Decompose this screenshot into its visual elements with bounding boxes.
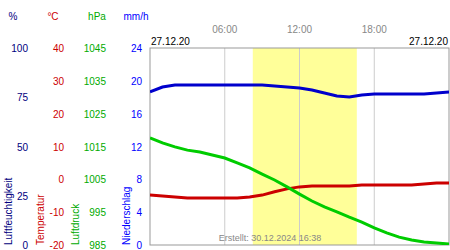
y-tick-label: 16 <box>131 109 143 120</box>
axis-label: Niederschlag <box>121 187 132 245</box>
grid-line <box>299 48 300 245</box>
y-tick-label: 1045 <box>84 43 107 54</box>
y-tick <box>107 113 109 114</box>
unit-label: hPa <box>88 11 106 22</box>
y-tick-label: 1035 <box>84 76 107 87</box>
y-tick-label: 8 <box>136 174 142 185</box>
y-tick <box>107 212 109 213</box>
daylight <box>253 48 357 245</box>
plot-frame <box>150 48 449 245</box>
series-group <box>150 85 449 244</box>
y-tick <box>143 80 145 81</box>
y-tick <box>107 80 109 81</box>
y-tick <box>65 48 67 49</box>
axis-label: Luftfeuchtigkeit <box>3 178 14 245</box>
y-tick-label: 0 <box>136 240 142 250</box>
y-tick-label: -10 <box>50 207 65 218</box>
y-tick <box>29 245 31 246</box>
y-tick <box>143 212 145 213</box>
line <box>150 138 449 244</box>
y-tick-label: 0 <box>58 174 64 185</box>
y-tick-label: -20 <box>50 240 65 250</box>
annotation: 27.12.20 <box>409 36 448 47</box>
grid-line <box>224 48 225 245</box>
y-tick <box>65 80 67 81</box>
y-tick-label: 12 <box>131 142 143 153</box>
y-tick <box>29 97 31 98</box>
y-tick-label: 50 <box>17 142 29 153</box>
y-tick-label: 985 <box>89 240 106 250</box>
line <box>150 85 449 97</box>
x-tick-label: 12:00 <box>287 24 312 35</box>
unit-label: mm/h <box>124 11 149 22</box>
annotation: 27.12.20 <box>151 36 190 47</box>
y-tick-label: 75 <box>17 92 29 103</box>
grid-line <box>374 48 375 245</box>
y-tick-label: 20 <box>53 109 65 120</box>
y-tick-label: 30 <box>53 76 65 87</box>
y-tick <box>107 245 109 246</box>
unit-label: °C <box>47 11 58 22</box>
y-tick <box>143 245 145 246</box>
y-tick <box>65 212 67 213</box>
y-tick-label: 0 <box>22 240 28 250</box>
y-tick-label: 40 <box>53 43 65 54</box>
y-tick <box>143 113 145 114</box>
y-tick <box>65 245 67 246</box>
y-tick <box>143 179 145 180</box>
y-tick <box>143 146 145 147</box>
y-tick <box>29 48 31 49</box>
y-tick-label: 24 <box>131 43 143 54</box>
y-tick-label: 100 <box>11 43 28 54</box>
axis-label: Temperatur <box>35 194 46 245</box>
y-tick-label: 1025 <box>84 109 107 120</box>
y-tick <box>29 146 31 147</box>
y-tick-label: 10 <box>53 142 65 153</box>
y-tick-label: 995 <box>89 207 106 218</box>
axis-label: Luftdruck <box>70 203 81 245</box>
y-tick-label: 1005 <box>84 174 107 185</box>
x-tick-label: 18:00 <box>362 24 387 35</box>
y-tick <box>107 179 109 180</box>
y-tick-label: 1015 <box>84 142 107 153</box>
y-tick <box>107 146 109 147</box>
annotation: Erstellt: 30.12.2024 16:38 <box>219 233 322 243</box>
y-tick <box>29 195 31 196</box>
y-tick <box>65 146 67 147</box>
y-tick-label: 20 <box>131 76 143 87</box>
chart: 06:0012:0018:00%0255075100Luftfeuchtigke… <box>0 0 450 250</box>
y-tick-label: 25 <box>17 191 29 202</box>
y-tick <box>65 113 67 114</box>
x-tick-label: 06:00 <box>212 24 237 35</box>
y-tick <box>107 48 109 49</box>
y-tick-label: 4 <box>136 207 142 218</box>
y-tick <box>65 179 67 180</box>
y-tick <box>143 48 145 49</box>
unit-label: % <box>9 11 18 22</box>
